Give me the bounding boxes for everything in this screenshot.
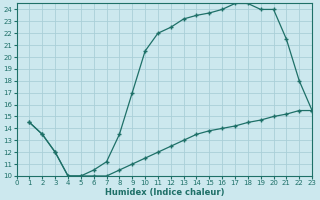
X-axis label: Humidex (Indice chaleur): Humidex (Indice chaleur): [105, 188, 224, 197]
